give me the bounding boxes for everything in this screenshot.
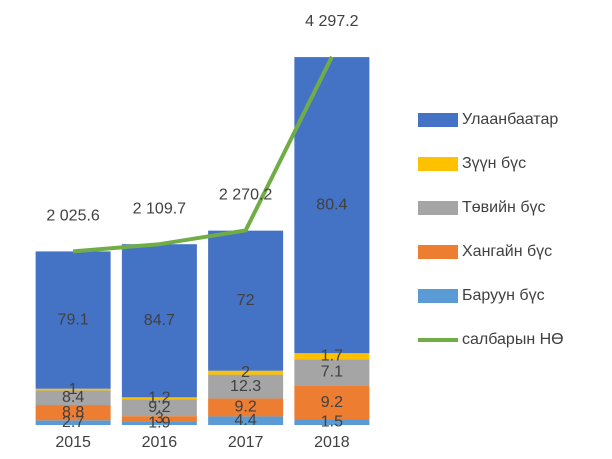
segment-label: 84.7 bbox=[144, 312, 175, 329]
bar-segment bbox=[121, 416, 197, 422]
total-label: 2 109.7 bbox=[133, 200, 186, 217]
x-tick-label: 2018 bbox=[314, 434, 350, 451]
segment-label: 2 bbox=[241, 364, 250, 381]
legend-label: Төвийн бүс bbox=[462, 199, 546, 216]
segment-label: 9.2 bbox=[148, 399, 170, 416]
segment-label: 8.4 bbox=[62, 389, 84, 406]
bar-segment bbox=[294, 359, 370, 386]
bar-segment bbox=[35, 388, 111, 391]
bar-segment bbox=[208, 230, 284, 371]
legend-swatch bbox=[418, 289, 458, 303]
legend-label: Улаанбаатар bbox=[462, 111, 558, 128]
x-tick-label: 2017 bbox=[228, 434, 264, 451]
legend-swatch bbox=[418, 157, 458, 171]
bar-segment bbox=[35, 420, 111, 425]
bar-segment bbox=[208, 398, 284, 417]
legend-swatch bbox=[418, 201, 458, 215]
total-line bbox=[72, 55, 334, 254]
bar-segment bbox=[294, 385, 370, 420]
bar-segment bbox=[121, 421, 197, 425]
bar-segment bbox=[208, 370, 284, 375]
bar-segment bbox=[121, 399, 197, 417]
total-label: 2 270.2 bbox=[219, 187, 272, 204]
bar-segment bbox=[294, 353, 370, 360]
legend-swatch bbox=[418, 113, 458, 127]
bar-segment bbox=[208, 416, 284, 425]
x-tick-label: 2015 bbox=[55, 434, 91, 451]
total-label: 4 297.2 bbox=[305, 13, 358, 30]
segment-label: 2.7 bbox=[62, 414, 84, 431]
legend-label: Хангайн бүс bbox=[462, 243, 552, 260]
segment-label: 9.2 bbox=[235, 399, 257, 416]
legend-label: салбарын НӨ bbox=[462, 331, 564, 348]
bar-segment bbox=[294, 419, 370, 425]
bar-segment bbox=[35, 405, 111, 421]
segment-label: 1.9 bbox=[148, 415, 170, 432]
bar-segment bbox=[208, 374, 284, 399]
legend-label: Зүүн бүс bbox=[462, 155, 526, 172]
segment-label: 8.8 bbox=[62, 404, 84, 421]
bar-segment bbox=[121, 244, 197, 398]
segment-label: 12.3 bbox=[230, 378, 261, 395]
bar-segment bbox=[35, 390, 111, 406]
segment-label: 3 bbox=[155, 410, 164, 427]
segment-label: 4.4 bbox=[235, 412, 257, 429]
segment-label: 1.2 bbox=[148, 390, 170, 407]
segment-label: 80.4 bbox=[316, 196, 347, 213]
segment-label: 1.7 bbox=[321, 348, 343, 365]
segment-label: 1.5 bbox=[321, 413, 343, 430]
bar-segment bbox=[121, 397, 197, 400]
segment-label: 7.1 bbox=[321, 364, 343, 381]
segment-label: 1 bbox=[69, 381, 78, 398]
legend-label: Баруун бүс bbox=[462, 287, 545, 304]
segment-label: 72 bbox=[237, 292, 255, 309]
total-label: 2 025.6 bbox=[46, 208, 99, 225]
bar-segment bbox=[35, 251, 111, 389]
legend-swatch bbox=[418, 245, 458, 259]
x-tick-label: 2016 bbox=[142, 434, 178, 451]
segment-label: 79.1 bbox=[58, 311, 89, 328]
segment-label: 9.2 bbox=[321, 394, 343, 411]
